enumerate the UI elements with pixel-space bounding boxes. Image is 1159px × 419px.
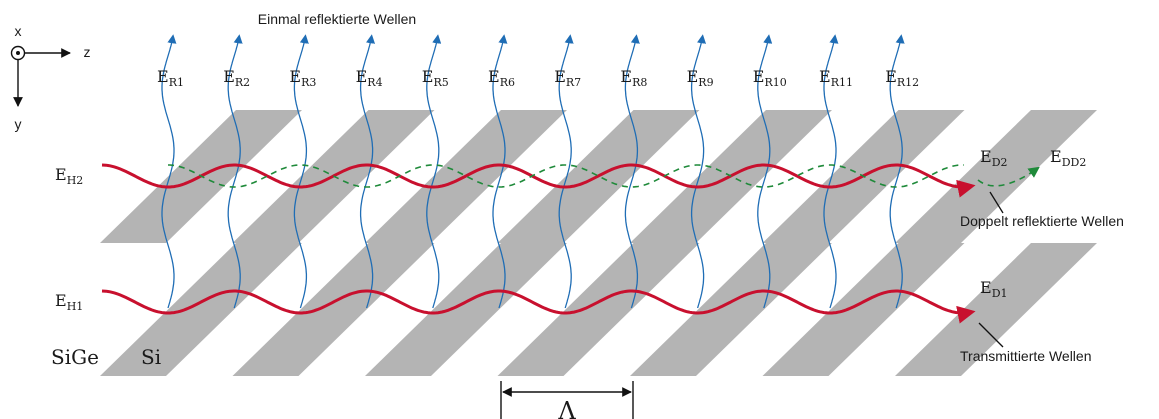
si-stripe-lower <box>895 243 1097 376</box>
label-er1: ER1 <box>157 67 184 89</box>
label-er8: ER8 <box>620 67 647 89</box>
si-stripe-lower <box>762 243 965 376</box>
reflected-wave-r1 <box>161 34 177 309</box>
reflected-wave-r10 <box>757 34 773 309</box>
reflected-wave-r11 <box>823 34 839 309</box>
si-stripe-lower <box>232 243 435 376</box>
coordinate-axes: x z y <box>10 23 91 132</box>
reflected-waves <box>161 34 905 309</box>
label-eh1: EH1 <box>55 291 83 313</box>
double-reflected-wave-exit <box>977 166 1040 187</box>
x-axis-out-of-plane-icon <box>10 45 26 61</box>
label-er9: ER9 <box>687 67 714 89</box>
incident-wave-h1 <box>101 289 976 324</box>
reflected-wave-r8 <box>624 34 640 309</box>
material-sige-label: SiGe <box>51 345 99 369</box>
reflected-wave-r12 <box>889 34 905 309</box>
label-er12: ER12 <box>885 67 919 89</box>
reflected-wave-r9 <box>690 34 707 309</box>
label-er3: ER3 <box>289 67 316 89</box>
label-er7: ER7 <box>554 67 581 89</box>
transmitted-caption: Transmittierte Wellen <box>960 348 1091 364</box>
reflected-wave-r3 <box>293 34 309 309</box>
label-er5: ER5 <box>422 67 449 89</box>
si-stripe-lower <box>497 243 700 376</box>
label-edd2: EDD2 <box>1050 147 1086 169</box>
period-symbol: Λ <box>557 397 576 419</box>
y-axis-label: y <box>15 116 22 132</box>
label-ed2: ED2 <box>980 147 1008 169</box>
double-reflected-wave <box>168 164 964 188</box>
material-si-label: Si <box>141 345 161 369</box>
label-er10: ER10 <box>753 67 787 89</box>
period-marker: Λ <box>500 381 634 419</box>
incident-wave-h2 <box>101 163 976 198</box>
label-er4: ER4 <box>356 67 383 89</box>
label-ed1: ED1 <box>980 278 1008 300</box>
reflected-wave-r6 <box>492 34 508 309</box>
label-er11: ER11 <box>819 67 853 89</box>
x-axis-dot-icon <box>16 51 20 55</box>
si-stripe-upper <box>895 110 1097 243</box>
reflected-wave-labels: ER1 ER2 ER3 ER4 ER5 ER6 ER7 ER8 ER9 ER10 ER11 ER12 <box>157 67 919 89</box>
label-eh2: EH2 <box>55 165 83 187</box>
x-axis-label: x <box>15 23 22 39</box>
label-er6: ER6 <box>488 67 515 89</box>
reflected-wave-r5 <box>426 34 442 309</box>
double-reflected-caption: Doppelt reflektierte Wellen <box>960 213 1124 229</box>
reflected-wave-r7 <box>558 34 574 309</box>
transmitted-pointer <box>978 322 1004 348</box>
si-stripe-lower <box>100 243 302 376</box>
si-layer-stripes-lower <box>100 243 1097 376</box>
z-axis-label: z <box>84 44 91 60</box>
reflected-wave-r2 <box>227 34 243 309</box>
si-stripe-lower <box>365 243 567 376</box>
reflected-wave-r4 <box>359 34 376 309</box>
si-stripe-lower <box>630 243 832 376</box>
label-er2: ER2 <box>223 67 250 89</box>
double-reflected-pointer <box>989 191 1004 214</box>
top-caption: Einmal reflektierte Wellen <box>258 11 416 27</box>
